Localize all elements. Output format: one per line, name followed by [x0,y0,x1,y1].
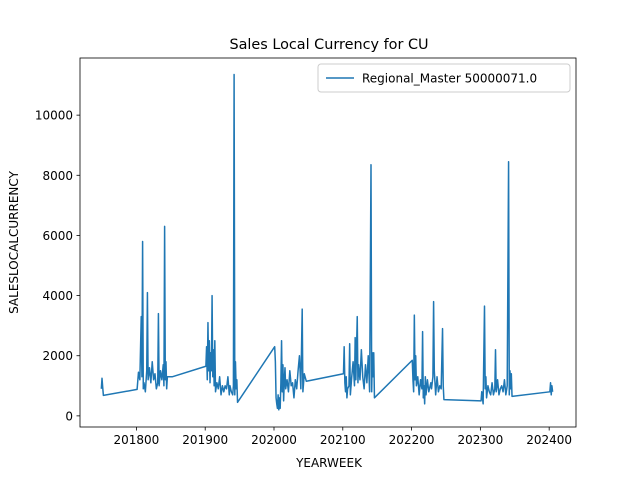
y-tick-label: 6000 [42,229,73,243]
y-tick-label: 4000 [42,289,73,303]
x-tick-label: 202100 [320,433,366,447]
y-tick-label: 0 [65,409,73,423]
x-axis-label: YEARWEEK [295,456,363,470]
plot-frame [79,57,577,428]
y-tick-label: 10000 [35,109,73,123]
x-tick-label: 202400 [526,433,572,447]
x-tick-label: 201800 [114,433,160,447]
legend-label: Regional_Master 50000071.0 [362,72,537,86]
chart-title: Sales Local Currency for CU [229,37,428,53]
x-tick-label: 202200 [389,433,435,447]
data-line [100,73,554,411]
legend-box [317,63,571,93]
x-tick-label: 201900 [182,433,228,447]
y-tick-label: 2000 [42,349,73,363]
y-tick-label: 8000 [42,169,73,183]
x-tick-label: 202000 [251,433,297,447]
x-tick-label: 202300 [457,433,503,447]
y-axis-label: SALESLOCALCURRENCY [7,170,21,313]
